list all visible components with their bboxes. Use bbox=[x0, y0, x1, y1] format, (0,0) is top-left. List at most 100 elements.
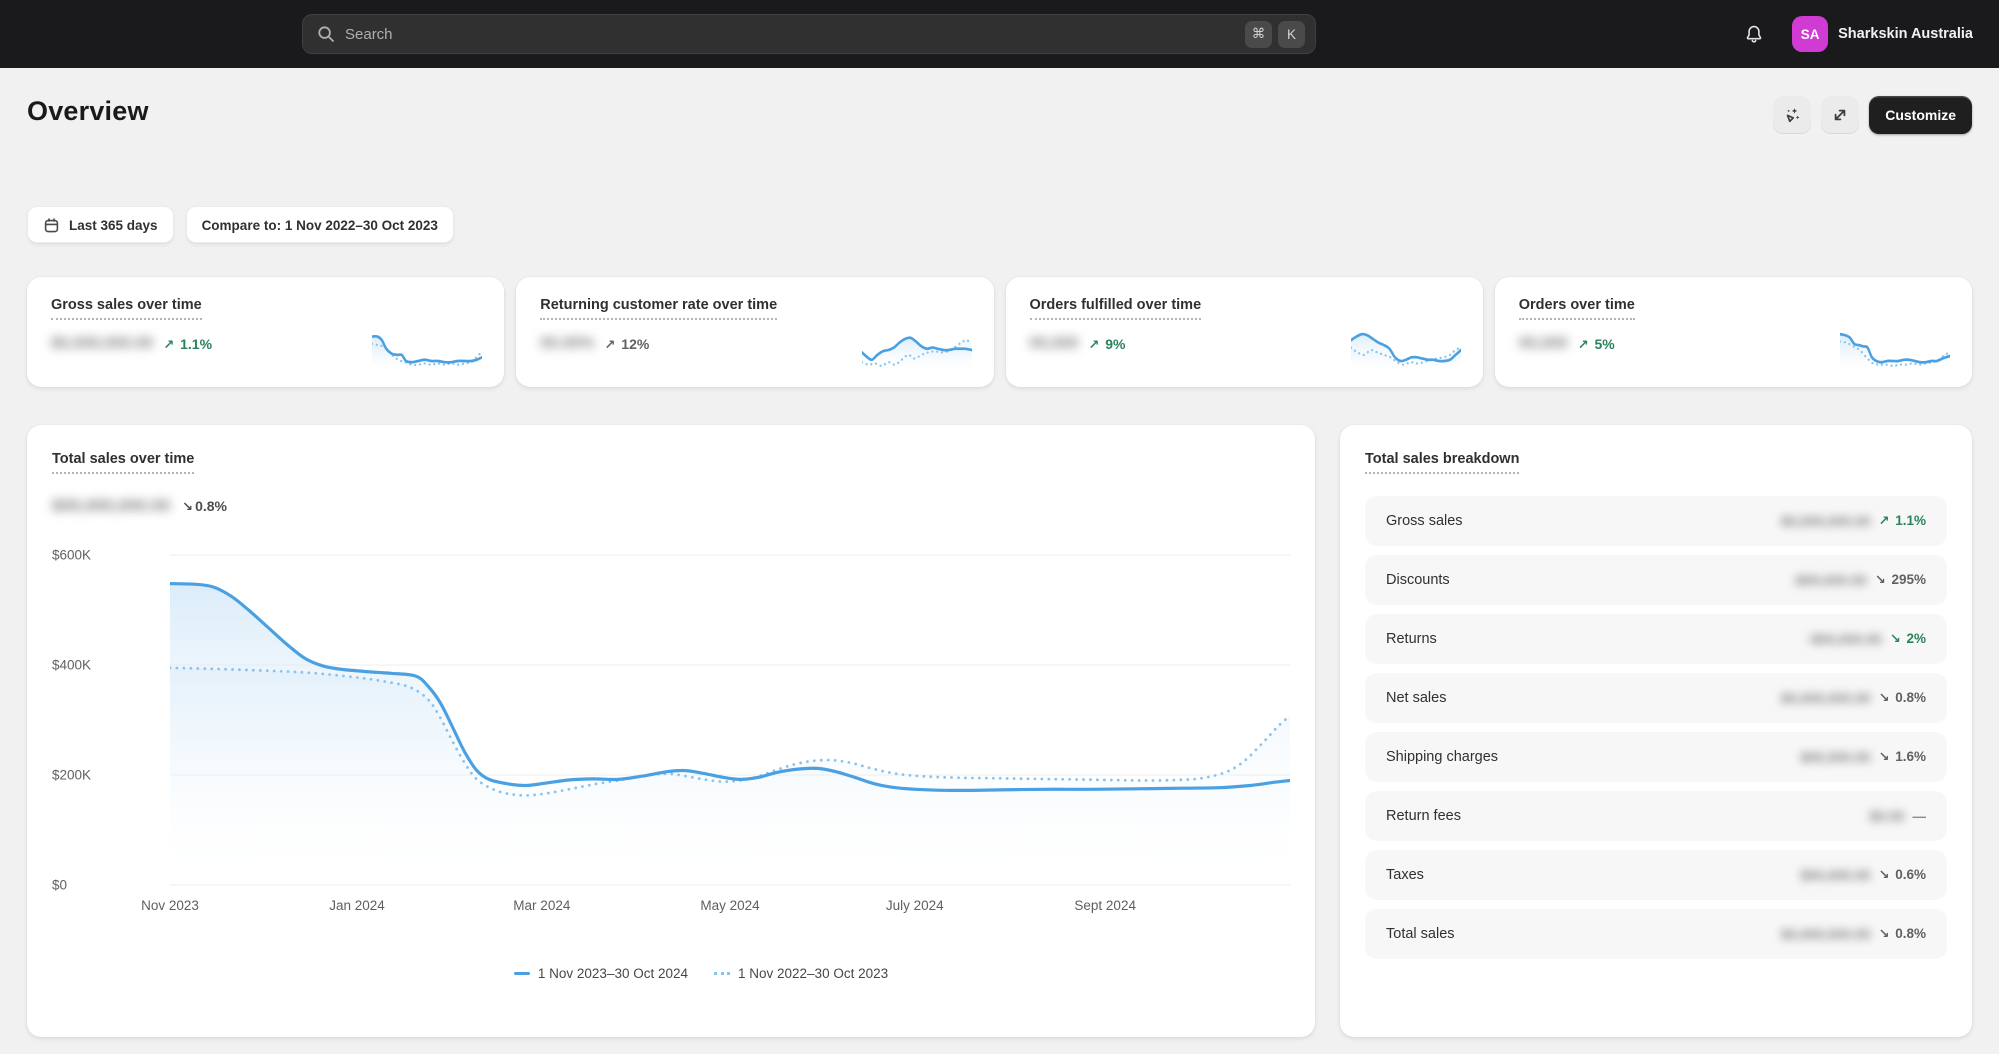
breakdown-row-label: Discounts bbox=[1386, 572, 1450, 588]
breakdown-value-redacted: $00,000.00 bbox=[1800, 749, 1871, 765]
search-input[interactable] bbox=[345, 25, 1235, 43]
search-box[interactable]: ⌘ K bbox=[302, 14, 1316, 54]
trend-down-icon: ↘ bbox=[182, 498, 194, 514]
breakdown-change: ↘ 1.6% bbox=[1878, 749, 1926, 764]
chart-value-row: $00,000,000.00 ↘ 0.8% bbox=[52, 496, 1290, 516]
breakdown-row: Discounts -$00,000.00 ↘ 295% bbox=[1365, 555, 1947, 605]
breakdown-value-redacted: $0,000,000.00 bbox=[1781, 690, 1871, 706]
breakdown-row-label: Shipping charges bbox=[1386, 749, 1499, 765]
metric-card-1[interactable]: Gross sales over time $0,000,000.00 ↗ 1.1% bbox=[27, 277, 505, 387]
calendar-icon bbox=[44, 218, 59, 233]
metric-value-redacted: 00,000 bbox=[1029, 335, 1079, 352]
breakdown-value-redacted: $0,000,000.00 bbox=[1781, 513, 1871, 529]
metric-sparkline bbox=[1840, 332, 1950, 372]
chart-legend: 1 Nov 2023–30 Oct 2024 1 Nov 2022–30 Oct … bbox=[112, 966, 1290, 981]
y-axis: $600K $400K $200K $0 bbox=[52, 543, 144, 893]
metric-change: ↗ 1.1% bbox=[163, 335, 213, 352]
chart-plot[interactable] bbox=[170, 543, 1290, 890]
breakdown-row-value: $00,000.00 ↘ 1.6% bbox=[1800, 749, 1926, 765]
x-axis-label: May 2024 bbox=[700, 898, 760, 913]
topbar: ⌘ K SA Sharkskin Australia bbox=[0, 0, 1999, 68]
trend-up-icon: ↗ bbox=[604, 336, 616, 352]
metric-card-title[interactable]: Orders over time bbox=[1518, 297, 1635, 320]
metric-change: ↗ 5% bbox=[1577, 335, 1615, 352]
magic-sparkles-icon bbox=[1786, 107, 1800, 122]
y-axis-label: $200K bbox=[52, 767, 92, 783]
legend-label: 1 Nov 2022–30 Oct 2023 bbox=[738, 966, 889, 981]
total-sales-line-chart bbox=[170, 554, 1290, 886]
account-avatar: SA bbox=[1792, 16, 1829, 52]
breakdown-change: ↘ 0.8% bbox=[1878, 926, 1926, 941]
expand-fullscreen-button[interactable] bbox=[1821, 96, 1860, 134]
main-row: Total sales over time $00,000,000.00 ↘ 0.… bbox=[27, 425, 1972, 1037]
chart-area: $600K $400K $200K $0 Nov 2023 Jan 2024 Mar 20… bbox=[52, 543, 1290, 981]
breakdown-row: Total sales $0,000,000.00 ↘ 0.8% bbox=[1365, 909, 1947, 959]
metric-card-2[interactable]: Returning customer rate over time 00.00% ↗… bbox=[516, 277, 994, 387]
total-sales-chart-title[interactable]: Total sales over time bbox=[52, 451, 195, 474]
x-axis-label: Sept 2024 bbox=[1074, 898, 1136, 913]
notifications-button[interactable] bbox=[1736, 16, 1772, 52]
header-actions: Customize bbox=[1773, 96, 1972, 134]
bell-icon bbox=[1746, 25, 1762, 43]
breakdown-row: Returns -$00,000.00 ↘ 2% bbox=[1365, 614, 1947, 664]
total-sales-chart-card: Total sales over time $00,000,000.00 ↘ 0.… bbox=[27, 425, 1315, 1037]
topbar-right: SA Sharkskin Australia bbox=[1736, 0, 1973, 68]
metric-card-title[interactable]: Orders fulfilled over time bbox=[1029, 297, 1202, 320]
compare-to-button[interactable]: Compare to: 1 Nov 2022–30 Oct 2023 bbox=[185, 206, 454, 245]
trend-down-icon: ↘ bbox=[1878, 690, 1890, 705]
metric-sparkline bbox=[861, 336, 972, 372]
trend-down-icon: ↘ bbox=[1878, 749, 1890, 764]
x-axis-label: July 2024 bbox=[885, 898, 944, 913]
breakdown-row-label: Return fees bbox=[1386, 808, 1461, 824]
metric-card-title[interactable]: Gross sales over time bbox=[51, 297, 202, 320]
trend-up-icon: ↗ bbox=[163, 336, 175, 352]
breakdown-change: ↘ 295% bbox=[1874, 572, 1926, 587]
x-axis-label: Jan 2024 bbox=[329, 898, 385, 913]
metric-value-redacted: 00,000 bbox=[1518, 335, 1568, 352]
filters-row: Last 365 days Compare to: 1 Nov 2022–30 … bbox=[27, 206, 454, 245]
metric-value-row: 00,000 ↗ 9% bbox=[1030, 335, 1459, 353]
trend-up-icon: ↗ bbox=[1577, 336, 1589, 352]
metric-value-row: 00,000 ↗ 5% bbox=[1519, 335, 1948, 353]
breakdown-row-value: $0,000,000.00 ↘ 0.8% bbox=[1781, 690, 1926, 706]
breakdown-row: Shipping charges $00,000.00 ↘ 1.6% bbox=[1365, 732, 1947, 782]
breakdown-value-redacted: $0.00 bbox=[1869, 808, 1905, 824]
metric-sparkline bbox=[1350, 332, 1461, 372]
breakdown-row: Gross sales $0,000,000.00 ↗ 1.1% bbox=[1365, 496, 1947, 546]
metric-card-3[interactable]: Orders fulfilled over time 00,000 ↗ 9% bbox=[1005, 277, 1483, 387]
date-range-label: Last 365 days bbox=[69, 218, 158, 233]
breakdown-change: ↘ 2% bbox=[1889, 631, 1926, 646]
trend-down-icon: ↘ bbox=[1889, 631, 1901, 646]
breakdown-row-label: Total sales bbox=[1386, 926, 1455, 942]
metric-card-title[interactable]: Returning customer rate over time bbox=[540, 297, 778, 320]
total-sales-value-redacted: $00,000,000.00 bbox=[52, 496, 171, 515]
search-icon bbox=[318, 26, 334, 42]
breakdown-row-value: $0,000,000.00 ↗ 1.1% bbox=[1781, 513, 1926, 529]
breakdown-title[interactable]: Total sales breakdown bbox=[1365, 451, 1520, 474]
breakdown-row-value: $0,000,000.00 ↘ 0.8% bbox=[1781, 926, 1926, 942]
y-axis-label: $600K bbox=[52, 547, 92, 563]
breakdown-change: ↘ 0.6% bbox=[1878, 867, 1926, 882]
date-range-button[interactable]: Last 365 days bbox=[27, 206, 174, 245]
metric-cards-row: Gross sales over time $0,000,000.00 ↗ 1.1%… bbox=[27, 277, 1972, 387]
customize-button[interactable]: Customize bbox=[1869, 96, 1972, 134]
metric-card-4[interactable]: Orders over time 00,000 ↗ 5% bbox=[1494, 277, 1972, 387]
trend-down-icon: ↘ bbox=[1874, 572, 1886, 587]
breakdown-row-value: -$00,000.00 ↘ 2% bbox=[1807, 631, 1926, 647]
breakdown-row-value: $0.00 — bbox=[1869, 808, 1926, 824]
solid-line-swatch bbox=[513, 971, 530, 976]
x-axis-label: Nov 2023 bbox=[141, 898, 199, 913]
search-shortcut: ⌘ K bbox=[1245, 20, 1305, 48]
metric-change: ↗ 12% bbox=[604, 335, 650, 352]
ai-insights-button[interactable] bbox=[1773, 96, 1812, 134]
breakdown-rows: Gross sales $0,000,000.00 ↗ 1.1% Discounts -… bbox=[1365, 496, 1947, 959]
trend-up-icon: ↗ bbox=[1878, 513, 1890, 528]
metric-change: ↗ 9% bbox=[1088, 335, 1126, 352]
metric-value-redacted: $0,000,000.00 bbox=[51, 335, 154, 352]
account-menu[interactable]: SA Sharkskin Australia bbox=[1792, 16, 1973, 52]
metric-sparkline bbox=[372, 334, 483, 372]
breakdown-value-redacted: $00,000.00 bbox=[1800, 867, 1871, 883]
x-axis: Nov 2023 Jan 2024 Mar 2024 May 2024 July 202… bbox=[141, 898, 1290, 922]
page-title: Overview bbox=[27, 96, 149, 126]
